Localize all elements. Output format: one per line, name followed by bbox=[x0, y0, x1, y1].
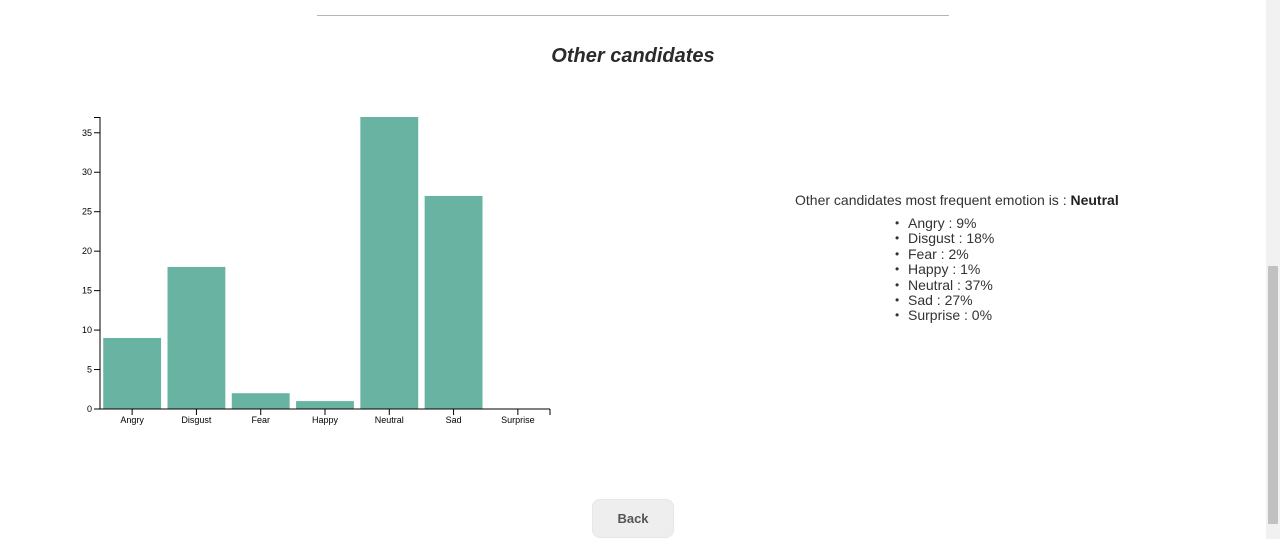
list-item: Happy : 1% bbox=[895, 261, 1219, 278]
x-tick-label: Fear bbox=[251, 415, 270, 425]
list-item: Sad : 27% bbox=[895, 292, 1219, 309]
section-divider bbox=[317, 15, 949, 16]
x-tick-label: Neutral bbox=[375, 415, 404, 425]
x-tick-label: Happy bbox=[312, 415, 339, 425]
scrollbar-thumb[interactable] bbox=[1268, 266, 1278, 524]
emotion-percent-list: Angry : 9% Disgust : 18% Fear : 2% Happy… bbox=[895, 215, 1219, 325]
y-tick-label: 15 bbox=[82, 286, 92, 296]
list-item: Angry : 9% bbox=[895, 215, 1219, 232]
y-tick-label: 10 bbox=[82, 325, 92, 335]
chart-bar bbox=[103, 337, 162, 409]
most-frequent-emotion: Neutral bbox=[1070, 192, 1119, 208]
emotion-summary: Other candidates most frequent emotion i… bbox=[795, 192, 1119, 324]
x-tick-label: Surprise bbox=[501, 415, 535, 425]
chart-bar bbox=[360, 117, 419, 409]
most-frequent-prefix: Other candidates most frequent emotion i… bbox=[795, 192, 1071, 208]
y-tick-label: 20 bbox=[82, 246, 92, 256]
list-item: Neutral : 37% bbox=[895, 277, 1219, 294]
list-item: Fear : 2% bbox=[895, 246, 1219, 263]
y-tick-label: 35 bbox=[82, 128, 92, 138]
list-item: Disgust : 18% bbox=[895, 230, 1219, 247]
most-frequent-line: Other candidates most frequent emotion i… bbox=[795, 192, 1119, 208]
emotion-bar-chart: 0 5 10 15 20 25 30 35 Angry Disgust Fear Happy Neutr… bbox=[82, 117, 551, 425]
y-tick-label: 5 bbox=[87, 365, 92, 375]
x-tick-label: Angry bbox=[120, 415, 144, 425]
y-tick-label: 0 bbox=[87, 404, 92, 414]
section-title: Other candidates bbox=[551, 45, 715, 67]
chart-bar bbox=[296, 401, 354, 409]
chart-bar bbox=[424, 195, 483, 409]
y-tick-label: 25 bbox=[82, 207, 92, 217]
back-button[interactable]: Back bbox=[592, 499, 674, 538]
x-tick-label: Sad bbox=[446, 415, 462, 425]
chart-bar bbox=[231, 393, 290, 409]
chart-bar bbox=[167, 266, 226, 409]
scrollbar[interactable] bbox=[1266, 0, 1280, 539]
y-tick-label: 30 bbox=[82, 167, 92, 177]
list-item: Surprise : 0% bbox=[895, 308, 1219, 325]
x-tick-label: Disgust bbox=[181, 415, 212, 425]
